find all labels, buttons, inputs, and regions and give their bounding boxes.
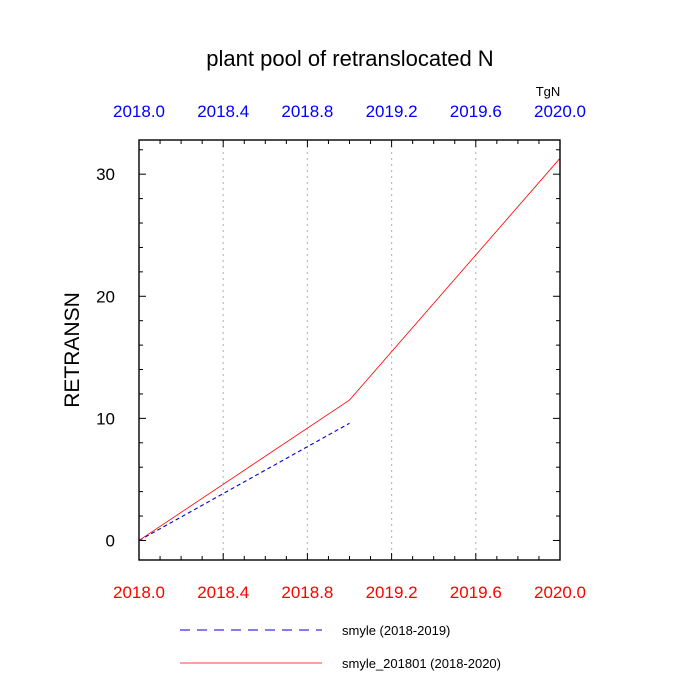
x-tick-label-bottom: 2019.2	[366, 583, 418, 602]
legend-label-1: smyle (2018-2019)	[342, 623, 450, 638]
x-tick-label-bottom: 2018.8	[281, 583, 333, 602]
plot-frame	[138, 139, 561, 561]
series-lines	[138, 158, 561, 541]
legend-label-2: smyle_201801 (2018-2020)	[342, 656, 501, 671]
x-tick-label-top: 2018.4	[197, 102, 249, 121]
x-tick-label-bottom: 2018.4	[197, 583, 249, 602]
y-tick-label: 30	[96, 165, 115, 184]
x-tick-label-bottom: 2018.0	[113, 583, 165, 602]
x-tick-label-top: 2018.8	[281, 102, 333, 121]
y-tick-label: 0	[106, 531, 115, 550]
y-tick-label: 20	[96, 287, 115, 306]
axes: 2018.0 2018.0 2018.4 2018.4 2018.8 2018.8 2019…	[96, 102, 586, 602]
legend: smyle (2018-2019) smyle_201801 (2018-2020…	[180, 623, 501, 671]
series-line-2	[138, 158, 561, 541]
chart-title: plant pool of retranslocated N	[206, 46, 493, 71]
x-tick-label-top: 2019.6	[450, 102, 502, 121]
x-tick-label-top: 2020.0	[534, 102, 586, 121]
units-label: TgN	[536, 84, 561, 99]
y-tick-label: 10	[96, 409, 115, 428]
series-line-1	[138, 422, 350, 541]
x-tick-label-top: 2018.0	[113, 102, 165, 121]
x-tick-label-bottom: 2020.0	[534, 583, 586, 602]
y-axis-label: RETRANSN	[61, 292, 84, 408]
x-tick-label-top: 2019.2	[366, 102, 418, 121]
grid-lines	[222, 140, 477, 560]
x-tick-label-bottom: 2019.6	[450, 583, 502, 602]
